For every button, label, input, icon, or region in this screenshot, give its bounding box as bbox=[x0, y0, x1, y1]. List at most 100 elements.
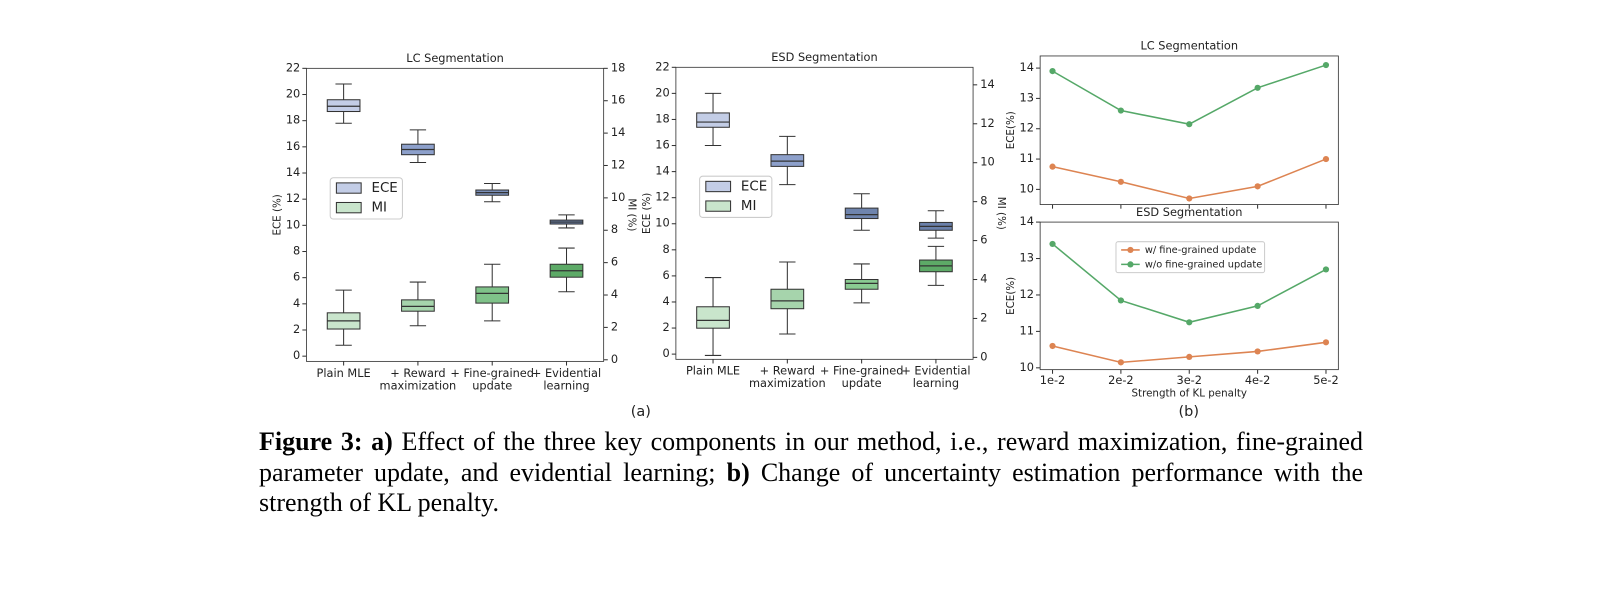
y-axis-label: ECE (%) bbox=[272, 194, 284, 235]
legend-label: w/o fine-grained update bbox=[1145, 259, 1262, 270]
marker bbox=[1049, 342, 1056, 350]
marker bbox=[1322, 155, 1330, 163]
box bbox=[770, 288, 805, 310]
y2-tick-label: 12 bbox=[611, 157, 625, 171]
legend-swatch bbox=[705, 200, 732, 212]
y-tick-label: 11 bbox=[1020, 151, 1034, 165]
y2-tick-label: 2 bbox=[611, 319, 618, 333]
y2-axis-label: MI (%) bbox=[626, 198, 638, 231]
legend-swatch bbox=[335, 182, 362, 194]
marker bbox=[1117, 297, 1124, 304]
x-tick-label: 5e-2 bbox=[1313, 373, 1339, 387]
y-tick-label: 22 bbox=[286, 60, 300, 74]
x-tick-label: 4e-2 bbox=[1245, 373, 1271, 387]
chart-title: ESD Segmentation bbox=[1136, 205, 1242, 219]
y-tick-label: 16 bbox=[286, 139, 300, 153]
marker bbox=[1117, 359, 1124, 366]
box bbox=[770, 154, 805, 167]
y2-tick-label: 14 bbox=[611, 125, 625, 139]
line bbox=[1052, 158, 1327, 200]
marker bbox=[1254, 84, 1261, 91]
y2-tick-label: 10 bbox=[980, 155, 994, 169]
y-tick-label: 14 bbox=[1020, 214, 1034, 228]
y-axis-label: ECE(%) bbox=[1005, 111, 1017, 149]
y2-axis-label: MI (%) bbox=[995, 197, 1007, 230]
y-tick-label: 0 bbox=[662, 346, 669, 360]
y-tick-label: 13 bbox=[1020, 251, 1034, 265]
plot-frame bbox=[675, 66, 974, 360]
marker bbox=[1254, 348, 1261, 355]
box bbox=[326, 99, 361, 113]
y-tick-label: 14 bbox=[655, 164, 669, 178]
legend-label: ECE bbox=[371, 181, 397, 196]
x-tick-label: + Fine-grained update bbox=[450, 366, 534, 392]
box bbox=[475, 286, 510, 304]
y2-tick-label: 2 bbox=[980, 310, 987, 324]
x-tick-label: + Reward maximization bbox=[380, 366, 457, 392]
marker bbox=[1186, 353, 1193, 360]
legend-label: MI bbox=[371, 201, 387, 216]
caption: Figure 3: a) Effect of the three key com… bbox=[259, 427, 1363, 519]
y-tick-label: 14 bbox=[1020, 60, 1034, 74]
y2-tick-label: 12 bbox=[980, 116, 994, 130]
marker bbox=[1049, 163, 1056, 170]
marker bbox=[1117, 107, 1124, 114]
box bbox=[696, 112, 730, 128]
y-tick-label: 12 bbox=[1020, 121, 1034, 135]
y2-tick-label: 8 bbox=[980, 194, 987, 208]
y2-tick-label: 10 bbox=[611, 190, 625, 204]
caption-text: Change of uncertainty estimation perform… bbox=[259, 457, 1364, 518]
y-tick-label: 4 bbox=[293, 296, 300, 310]
chart-title: LC Segmentation bbox=[406, 51, 504, 65]
legend-label: w/ fine-grained update bbox=[1145, 245, 1256, 256]
panel-label: (a) bbox=[631, 404, 651, 420]
y-tick-label: 13 bbox=[1020, 90, 1034, 104]
y-tick-label: 4 bbox=[662, 294, 669, 308]
marker bbox=[1254, 302, 1261, 309]
y2-tick-label: 0 bbox=[980, 349, 987, 363]
legend-swatch bbox=[705, 180, 732, 193]
caption-part-label: a) bbox=[371, 427, 393, 456]
y-tick-label: 8 bbox=[293, 244, 300, 258]
chart-title: ESD Segmentation bbox=[771, 50, 877, 64]
marker bbox=[1186, 121, 1193, 128]
y-tick-label: 10 bbox=[286, 217, 300, 231]
y-axis-label: ECE(%) bbox=[1005, 277, 1017, 315]
y2-tick-label: 6 bbox=[611, 255, 618, 269]
y2-tick-label: 4 bbox=[980, 272, 987, 286]
box bbox=[844, 207, 879, 220]
panel-label: (b) bbox=[1179, 404, 1199, 420]
y2-tick-label: 16 bbox=[611, 93, 625, 107]
marker bbox=[1049, 68, 1056, 75]
y-tick-label: 22 bbox=[655, 59, 669, 73]
legend-box bbox=[1115, 241, 1266, 274]
y-tick-label: 16 bbox=[655, 138, 669, 152]
x-tick-label: 2e-2 bbox=[1108, 373, 1134, 387]
marker bbox=[1322, 61, 1330, 69]
y2-tick-label: 18 bbox=[611, 60, 625, 74]
y-tick-label: 6 bbox=[662, 268, 669, 282]
y-tick-label: 10 bbox=[1020, 181, 1034, 195]
x-tick-label: Plain MLE bbox=[686, 364, 740, 378]
y2-tick-label: 6 bbox=[980, 233, 987, 247]
y-tick-label: 14 bbox=[286, 165, 300, 179]
y-tick-label: 6 bbox=[293, 270, 300, 284]
x-tick-label: + Evidential learning bbox=[532, 366, 601, 392]
legend-swatch bbox=[335, 201, 362, 214]
legend-label: MI bbox=[741, 199, 757, 214]
y2-tick-label: 8 bbox=[611, 222, 618, 236]
x-tick-label: 1e-2 bbox=[1040, 373, 1066, 387]
y-tick-label: 11 bbox=[1020, 323, 1034, 337]
legend-marker bbox=[1127, 246, 1134, 254]
y2-tick-label: 14 bbox=[980, 77, 994, 91]
marker bbox=[1322, 339, 1330, 346]
y2-tick-label: 0 bbox=[611, 352, 618, 366]
x-tick-label: Plain MLE bbox=[317, 366, 371, 380]
y-tick-label: 12 bbox=[1020, 287, 1034, 301]
marker bbox=[1254, 183, 1261, 190]
line bbox=[1052, 64, 1327, 126]
caption-text: Effect of the three key components in ou… bbox=[259, 427, 1363, 487]
y-tick-label: 18 bbox=[655, 111, 669, 125]
